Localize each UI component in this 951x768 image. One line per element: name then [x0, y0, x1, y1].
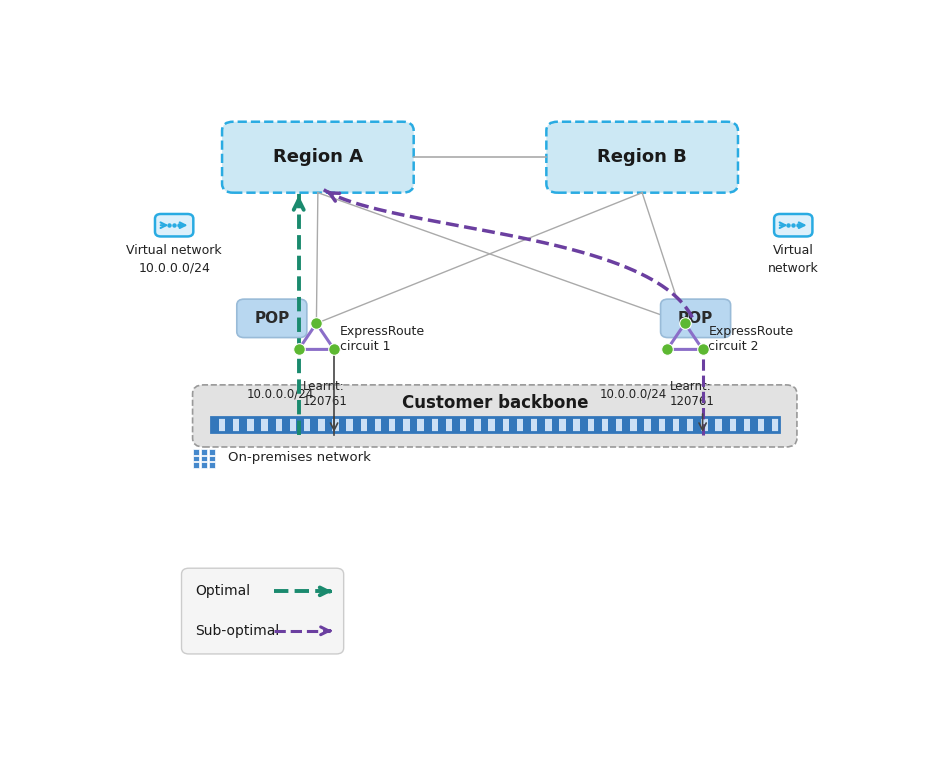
- FancyBboxPatch shape: [722, 417, 729, 432]
- Bar: [209, 462, 216, 468]
- FancyBboxPatch shape: [580, 417, 588, 432]
- Bar: [201, 449, 207, 455]
- FancyBboxPatch shape: [523, 417, 531, 432]
- Point: [326, 343, 341, 356]
- Text: 10.0.0.0/24: 10.0.0.0/24: [138, 262, 210, 275]
- Bar: [209, 456, 216, 461]
- Text: Virtual: Virtual: [773, 244, 814, 257]
- FancyBboxPatch shape: [281, 417, 290, 432]
- Text: Learnt:
120761: Learnt: 120761: [303, 379, 348, 408]
- FancyBboxPatch shape: [410, 417, 417, 432]
- Point: [695, 343, 710, 356]
- FancyBboxPatch shape: [353, 417, 360, 432]
- FancyBboxPatch shape: [381, 417, 389, 432]
- FancyBboxPatch shape: [765, 417, 772, 432]
- Bar: [192, 456, 199, 461]
- Text: Virtual network: Virtual network: [126, 244, 222, 257]
- FancyBboxPatch shape: [296, 417, 304, 432]
- FancyBboxPatch shape: [495, 417, 502, 432]
- FancyBboxPatch shape: [750, 417, 758, 432]
- Text: ExpressRoute
circuit 1: ExpressRoute circuit 1: [340, 325, 425, 353]
- Text: ExpressRoute
circuit 2: ExpressRoute circuit 2: [708, 325, 794, 353]
- Text: Customer backbone: Customer backbone: [401, 394, 588, 412]
- FancyBboxPatch shape: [661, 300, 730, 338]
- Text: Region B: Region B: [597, 148, 687, 166]
- FancyBboxPatch shape: [438, 417, 446, 432]
- Point: [309, 317, 324, 329]
- FancyBboxPatch shape: [650, 417, 659, 432]
- FancyBboxPatch shape: [566, 417, 573, 432]
- Text: network: network: [767, 262, 819, 275]
- FancyBboxPatch shape: [466, 417, 475, 432]
- FancyBboxPatch shape: [736, 417, 744, 432]
- FancyBboxPatch shape: [708, 417, 715, 432]
- FancyBboxPatch shape: [182, 568, 343, 654]
- FancyBboxPatch shape: [310, 417, 319, 432]
- FancyBboxPatch shape: [452, 417, 460, 432]
- FancyBboxPatch shape: [623, 417, 631, 432]
- FancyBboxPatch shape: [546, 121, 738, 193]
- FancyBboxPatch shape: [211, 417, 219, 432]
- FancyBboxPatch shape: [594, 417, 602, 432]
- Bar: [192, 462, 199, 468]
- FancyBboxPatch shape: [774, 214, 812, 237]
- Text: Sub-optimal: Sub-optimal: [195, 624, 279, 637]
- Text: Region A: Region A: [273, 148, 363, 166]
- Point: [291, 343, 306, 356]
- FancyBboxPatch shape: [223, 121, 414, 193]
- FancyBboxPatch shape: [679, 417, 687, 432]
- FancyBboxPatch shape: [552, 417, 559, 432]
- FancyBboxPatch shape: [480, 417, 489, 432]
- FancyBboxPatch shape: [636, 417, 645, 432]
- Text: 10.0.0.0/24: 10.0.0.0/24: [246, 387, 314, 400]
- Point: [660, 343, 675, 356]
- FancyBboxPatch shape: [665, 417, 672, 432]
- FancyBboxPatch shape: [268, 417, 276, 432]
- FancyBboxPatch shape: [324, 417, 332, 432]
- FancyBboxPatch shape: [339, 417, 346, 432]
- FancyBboxPatch shape: [254, 417, 262, 432]
- FancyBboxPatch shape: [609, 417, 616, 432]
- FancyBboxPatch shape: [509, 417, 516, 432]
- FancyBboxPatch shape: [192, 385, 797, 447]
- FancyBboxPatch shape: [225, 417, 233, 432]
- FancyBboxPatch shape: [396, 417, 403, 432]
- FancyBboxPatch shape: [693, 417, 701, 432]
- Bar: [201, 462, 207, 468]
- Text: POP: POP: [254, 311, 289, 326]
- FancyBboxPatch shape: [240, 417, 247, 432]
- Point: [677, 317, 692, 329]
- FancyBboxPatch shape: [537, 417, 545, 432]
- Bar: [192, 449, 199, 455]
- FancyBboxPatch shape: [367, 417, 375, 432]
- Bar: [201, 456, 207, 461]
- Text: On-premises network: On-premises network: [228, 452, 371, 465]
- Text: Learnt:
120761: Learnt: 120761: [670, 379, 715, 408]
- FancyBboxPatch shape: [155, 214, 193, 237]
- Text: Optimal: Optimal: [195, 584, 250, 598]
- Bar: [209, 449, 216, 455]
- FancyBboxPatch shape: [424, 417, 432, 432]
- FancyBboxPatch shape: [237, 300, 307, 338]
- FancyBboxPatch shape: [211, 417, 779, 432]
- Text: POP: POP: [678, 311, 713, 326]
- Text: 10.0.0.0/24: 10.0.0.0/24: [600, 387, 668, 400]
